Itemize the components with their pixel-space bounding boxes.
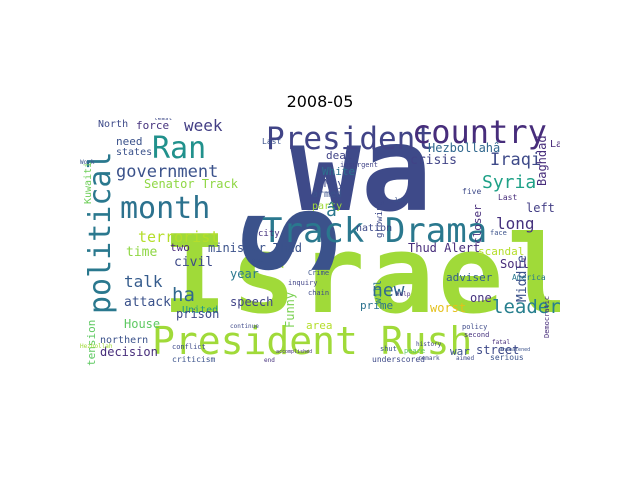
word: ha	[172, 284, 195, 306]
word: minister Thud	[208, 241, 302, 255]
word: prison	[176, 307, 220, 321]
word: inquiry	[288, 279, 318, 287]
word: deal	[326, 149, 353, 162]
word: two	[170, 241, 190, 254]
word: criticism	[172, 355, 216, 364]
word: continue	[230, 323, 259, 330]
word: terrorist	[138, 228, 220, 246]
word: second	[464, 331, 490, 339]
word: shut	[380, 345, 397, 353]
word: fatal	[492, 339, 511, 346]
word: party	[312, 201, 343, 212]
word: least	[154, 118, 173, 122]
word: Soul	[500, 257, 529, 271]
word: House	[124, 317, 161, 331]
word: talk	[124, 272, 163, 291]
word: time	[126, 245, 158, 260]
word: attack	[124, 295, 171, 310]
chart-title: 2008-05	[286, 92, 354, 111]
word: war	[450, 345, 470, 358]
word: Syria	[482, 172, 537, 193]
word: underscored	[372, 355, 425, 364]
word: May	[324, 177, 344, 190]
word: wa	[290, 118, 433, 238]
word: John	[394, 197, 409, 204]
word: Last	[262, 137, 282, 146]
word: â	[326, 200, 337, 221]
word: help	[396, 291, 411, 298]
word: street	[476, 343, 520, 357]
word: chain	[308, 289, 330, 297]
word: force	[136, 119, 170, 132]
word: need	[116, 135, 143, 148]
word: civil	[174, 255, 214, 270]
word: insurgent	[340, 161, 378, 169]
word: Israel	[162, 213, 560, 338]
word: area	[306, 319, 333, 332]
word: new	[372, 280, 405, 301]
word: Work	[80, 159, 95, 166]
word: month	[120, 191, 211, 226]
word: Hezbollah	[80, 343, 113, 350]
word: will	[373, 279, 384, 304]
word: history	[416, 341, 442, 348]
word: Senator Track	[144, 177, 238, 191]
word: Last	[550, 139, 560, 150]
word: year	[230, 267, 259, 281]
word: conflict	[172, 343, 206, 351]
word: Thud Alert	[408, 241, 481, 255]
word: armed	[312, 189, 343, 200]
word: Funny	[283, 291, 297, 328]
word: North	[98, 119, 129, 130]
word: remark	[418, 355, 440, 362]
word: one	[470, 291, 492, 305]
word: Ran	[152, 131, 207, 166]
word: decision	[100, 345, 158, 359]
word-cloud: Israel wa S President Rush Track Drama P…	[80, 118, 560, 370]
word: city	[258, 229, 280, 239]
word: White	[322, 165, 356, 178]
word: worst	[430, 301, 467, 315]
word: Iraqi	[490, 150, 542, 170]
word: peace	[404, 347, 426, 355]
word: Crime	[308, 269, 330, 277]
word: growing	[375, 200, 385, 238]
word: country	[412, 118, 547, 151]
word: government	[116, 162, 219, 182]
word: states	[116, 147, 153, 158]
word: threatened	[500, 347, 531, 353]
word: President	[266, 121, 434, 157]
word: serious	[490, 353, 524, 362]
word: nation	[356, 223, 393, 234]
word: aimed	[456, 355, 475, 362]
word: accomplished	[276, 349, 313, 355]
word: end	[264, 357, 275, 364]
word: face	[490, 229, 507, 237]
word: long	[496, 214, 535, 233]
word: crisis	[410, 153, 457, 168]
word: Baghdad	[535, 135, 549, 186]
word: prime	[360, 299, 394, 312]
word: Democratic	[543, 295, 551, 338]
word: left	[526, 201, 555, 215]
word: northern	[100, 335, 149, 346]
word: closer	[471, 204, 484, 244]
word: Track Drama	[262, 211, 488, 251]
word: President Rush	[152, 319, 473, 363]
word: scandal	[478, 245, 525, 258]
word: leader	[492, 296, 560, 318]
word: Fore	[248, 257, 263, 264]
word: Hezbollahâ	[428, 141, 501, 155]
word: adviser	[446, 271, 493, 284]
word: America	[512, 273, 546, 282]
word: Last	[498, 193, 518, 202]
word: five	[462, 187, 482, 196]
word: Kuwaiti	[83, 161, 94, 204]
word: speech	[230, 295, 274, 309]
word: policy	[462, 323, 488, 331]
word: United	[182, 305, 219, 316]
word: week	[184, 118, 223, 135]
